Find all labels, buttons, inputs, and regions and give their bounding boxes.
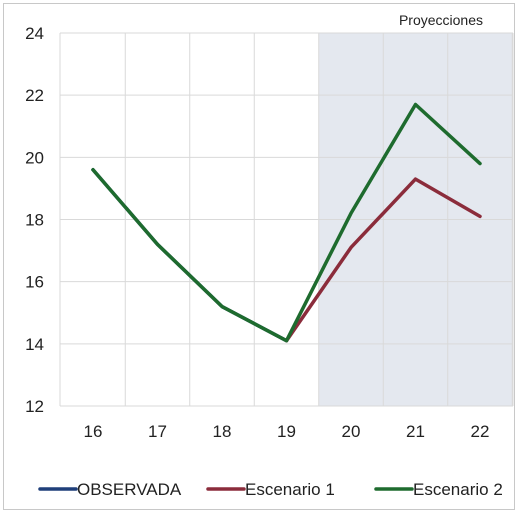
y-tick-label: 20	[25, 148, 44, 167]
y-tick-label: 18	[25, 211, 44, 230]
x-tick-label: 21	[406, 422, 425, 441]
chart-frame	[3, 3, 515, 510]
projection-label: Proyecciones	[399, 12, 483, 28]
series-line-2	[284, 177, 482, 343]
legend-label: Escenario 1	[245, 480, 335, 499]
legend-label: OBSERVADA	[77, 480, 182, 499]
x-tick-label: 20	[342, 422, 361, 441]
gridlines	[59, 32, 514, 407]
legend-label: Escenario 2	[413, 480, 503, 499]
series-line-3	[91, 102, 482, 343]
x-tick-label: 19	[277, 422, 296, 441]
x-tick-label: 22	[471, 422, 490, 441]
y-tick-label: 22	[25, 86, 44, 105]
x-tick-label: 17	[148, 422, 167, 441]
y-tick-label: 12	[25, 397, 44, 416]
y-tick-label: 24	[25, 24, 44, 43]
x-tick-label: 16	[84, 422, 103, 441]
y-tick-label: 16	[25, 273, 44, 292]
x-tick-label: 18	[213, 422, 232, 441]
x-axis-ticks: 16 17 18 19 20 21 22	[84, 422, 490, 441]
y-axis-ticks: 12 14 16 18 20 22 24	[25, 24, 44, 416]
series-lines	[91, 102, 482, 343]
y-tick-label: 14	[25, 335, 44, 354]
legend: OBSERVADA Escenario 1 Escenario 2	[38, 480, 503, 499]
